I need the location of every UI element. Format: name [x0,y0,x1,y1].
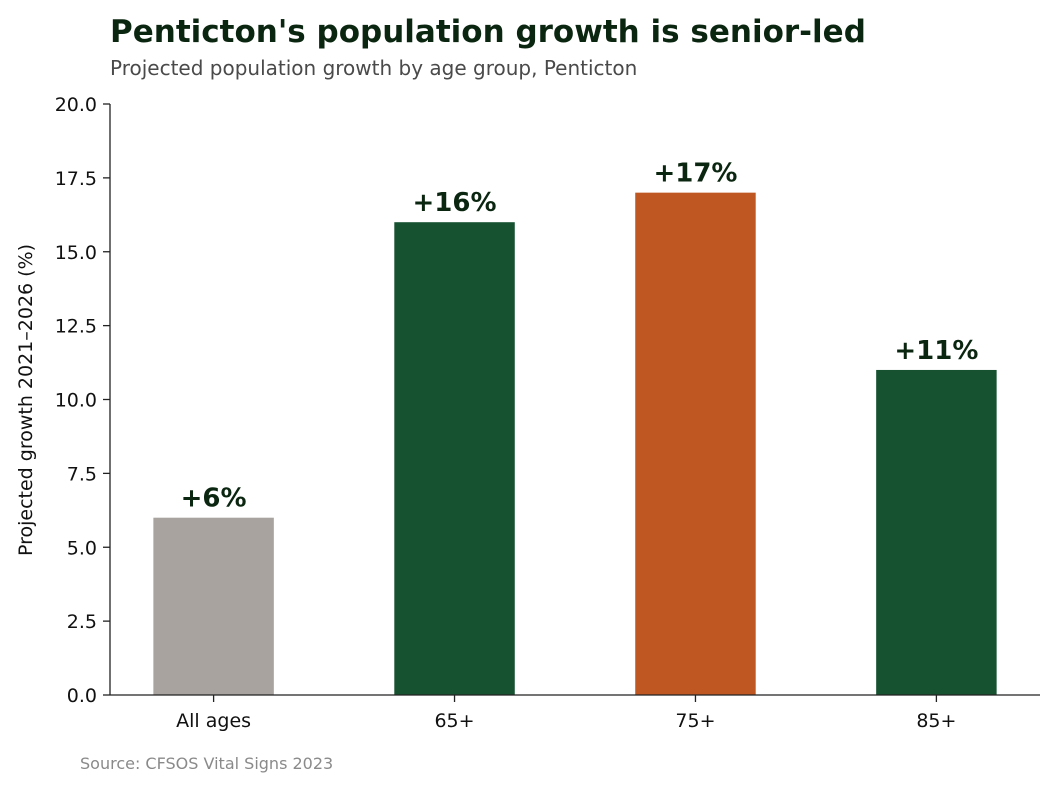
bar-data-label: +11% [894,336,978,366]
y-tick-label: 12.5 [55,316,97,338]
x-tick-label: 75+ [675,710,715,732]
source-note: Source: CFSOS Vital Signs 2023 [80,754,333,773]
y-tick-label: 10.0 [55,390,97,412]
bars [153,192,997,695]
x-tick-label: 65+ [434,710,474,732]
data-labels: +6% +16% +17% +11% [181,159,979,514]
bar [394,222,515,695]
bar [876,369,997,695]
bar [635,192,756,695]
y-tick-label: 2.5 [67,611,97,633]
y-axis-label: Projected growth 2021–2026 (%) [15,244,37,556]
bar-data-label: +16% [413,188,497,218]
bar [153,517,274,695]
x-tick-label: 85+ [916,710,956,732]
y-tick-label: 17.5 [55,168,97,190]
bar-data-label: +6% [181,484,247,514]
chart-subtitle: Projected population growth by age group… [110,56,637,80]
y-tick-label: 15.0 [55,242,97,264]
x-axis-ticks: All ages 65+ 75+ 85+ [176,695,956,732]
chart-title: Penticton's population growth is senior-… [110,14,866,50]
y-tick-label: 0.0 [67,685,97,707]
y-tick-label: 7.5 [67,463,97,485]
x-tick-label: All ages [176,710,251,732]
y-tick-label: 20.0 [55,94,97,116]
bar-data-label: +17% [653,159,737,189]
y-axis-ticks: 0.0 2.5 5.0 7.5 10.0 12.5 15.0 17.5 20.0 [55,94,110,707]
y-tick-label: 5.0 [67,537,97,559]
